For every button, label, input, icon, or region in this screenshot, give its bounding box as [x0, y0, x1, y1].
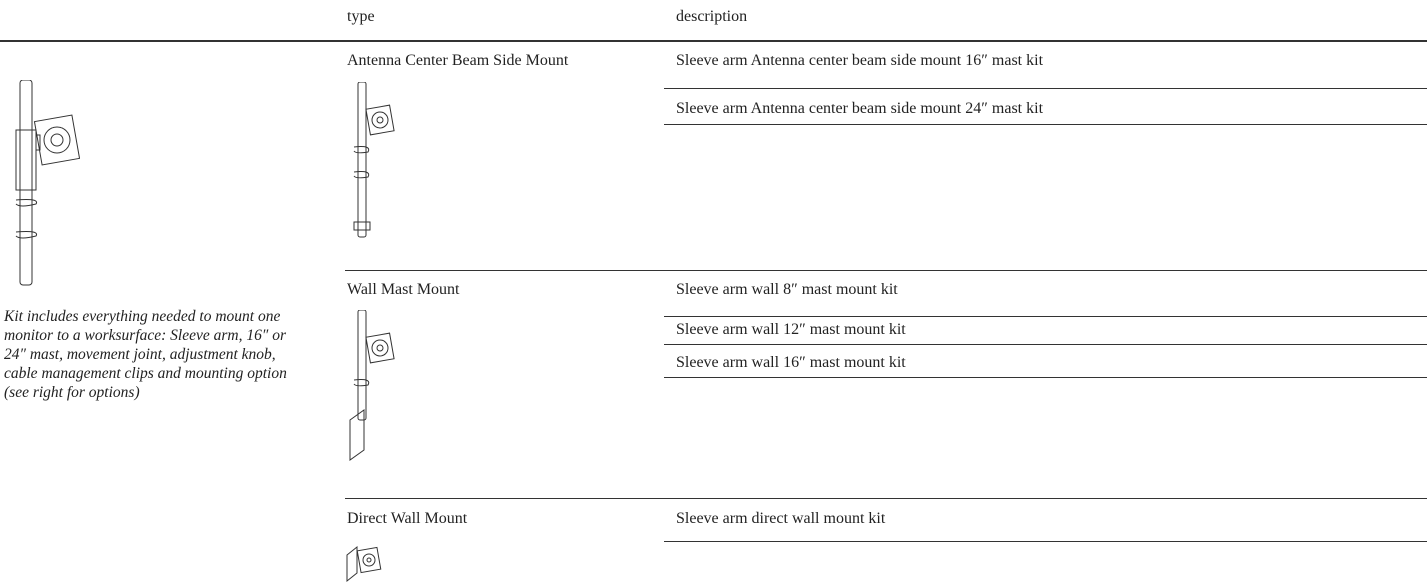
mount-illustration [353, 82, 395, 238]
column-header: type [347, 8, 375, 25]
row-rule [664, 316, 1427, 317]
description: Sleeve arm Antenna center beam side moun… [676, 52, 1044, 69]
row-rule [664, 124, 1427, 125]
mount-illustration [349, 310, 395, 461]
description: Sleeve arm wall 16″ mast mount kit [676, 354, 906, 371]
group-rule [345, 270, 1427, 271]
column-header: description [676, 8, 748, 25]
mount-type: Direct Wall Mount [347, 510, 468, 527]
group-rule [345, 498, 1427, 499]
row-rule [664, 344, 1427, 345]
description: Sleeve arm wall 12″ mast mount kit [676, 321, 906, 338]
header-rule [0, 40, 1427, 42]
mount-type: Wall Mast Mount [347, 281, 460, 298]
mount-illustration [346, 545, 382, 583]
kit-illustration [15, 80, 80, 286]
description: Sleeve arm direct wall mount kit [676, 510, 886, 527]
description: Sleeve arm Antenna center beam side moun… [676, 100, 1044, 117]
row-rule [664, 541, 1427, 542]
row-rule [664, 88, 1427, 89]
row-rule [664, 377, 1427, 378]
description: Sleeve arm wall 8″ mast mount kit [676, 281, 898, 298]
mount-type: Antenna Center Beam Side Mount [347, 52, 569, 69]
kit-caption: Kit includes everything needed to mount … [4, 308, 287, 401]
